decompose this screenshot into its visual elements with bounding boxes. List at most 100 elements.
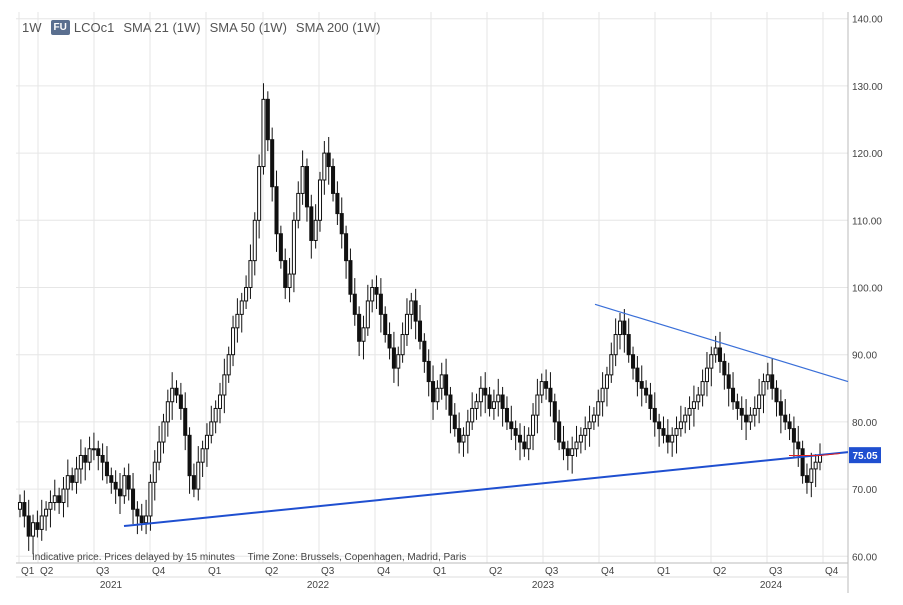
candle-body[interactable] xyxy=(417,320,423,342)
candle-body[interactable] xyxy=(113,481,118,490)
candle-body[interactable] xyxy=(587,421,592,430)
candle-body[interactable] xyxy=(626,334,631,356)
candle-body[interactable] xyxy=(396,354,401,369)
candle-body[interactable] xyxy=(17,502,23,510)
candle-body[interactable] xyxy=(678,421,683,430)
candle-body[interactable] xyxy=(561,441,566,450)
candle-body[interactable] xyxy=(461,434,466,443)
candle-body[interactable] xyxy=(191,475,196,490)
candle-body[interactable] xyxy=(339,213,344,235)
candle-body[interactable] xyxy=(609,354,614,376)
candle-body[interactable] xyxy=(674,428,679,436)
candle-body[interactable] xyxy=(196,461,201,490)
candle-body[interactable] xyxy=(700,381,705,396)
candle-body[interactable] xyxy=(378,293,383,315)
candle-body[interactable] xyxy=(374,287,379,295)
candle-body[interactable] xyxy=(70,475,75,483)
candle-body[interactable] xyxy=(526,434,531,450)
candle-body[interactable] xyxy=(352,293,357,315)
candle-body[interactable] xyxy=(274,186,279,235)
candle-body[interactable] xyxy=(774,387,779,403)
candle-body[interactable] xyxy=(252,219,257,262)
candle-body[interactable] xyxy=(331,166,336,194)
symbol-group[interactable]: FU LCOc1 xyxy=(50,20,114,35)
candle-body[interactable] xyxy=(544,381,549,389)
candle-body[interactable] xyxy=(78,454,83,470)
candle-body[interactable] xyxy=(165,401,170,423)
candle-body[interactable] xyxy=(109,475,114,483)
candle-body[interactable] xyxy=(565,448,570,456)
candle-body[interactable] xyxy=(783,414,788,423)
candle-body[interactable] xyxy=(557,421,562,443)
candle-body[interactable] xyxy=(370,287,375,302)
candle-body[interactable] xyxy=(235,313,240,329)
candle-body[interactable] xyxy=(439,374,444,389)
candle-body[interactable] xyxy=(126,475,131,490)
candle-body[interactable] xyxy=(470,407,475,423)
candle-body[interactable] xyxy=(231,327,236,356)
candle-body[interactable] xyxy=(344,233,349,262)
candle-body[interactable] xyxy=(426,360,431,383)
candle-body[interactable] xyxy=(448,394,453,416)
candle-body[interactable] xyxy=(639,381,644,389)
candle-body[interactable] xyxy=(731,387,736,403)
candle-body[interactable] xyxy=(361,327,366,342)
candle-body[interactable] xyxy=(409,300,414,315)
candle-body[interactable] xyxy=(387,334,392,349)
candle-body[interactable] xyxy=(91,448,96,451)
candle-body[interactable] xyxy=(770,374,775,389)
candle-body[interactable] xyxy=(161,421,166,443)
candle-body[interactable] xyxy=(778,401,783,416)
candle-body[interactable] xyxy=(683,414,688,423)
candle-body[interactable] xyxy=(496,394,501,403)
candle-body[interactable] xyxy=(804,475,809,483)
study-sma-200[interactable]: SMA 200 (1W) xyxy=(295,20,381,35)
candle-body[interactable] xyxy=(152,461,157,483)
candle-body[interactable] xyxy=(148,481,153,517)
candle-body[interactable] xyxy=(131,488,136,510)
candle-body[interactable] xyxy=(44,508,49,517)
candle-body[interactable] xyxy=(452,414,457,430)
candle-body[interactable] xyxy=(170,387,175,403)
candle-body[interactable] xyxy=(504,407,509,423)
candle-body[interactable] xyxy=(513,428,518,436)
candle-body[interactable] xyxy=(657,421,662,430)
candle-body[interactable] xyxy=(139,515,144,524)
candle-body[interactable] xyxy=(335,192,340,215)
interval-label[interactable]: 1W xyxy=(22,20,42,35)
candle-body[interactable] xyxy=(522,441,527,450)
candle-body[interactable] xyxy=(739,407,744,416)
candle-body[interactable] xyxy=(796,441,801,450)
candle-body[interactable] xyxy=(709,354,714,369)
candle-body[interactable] xyxy=(157,441,162,463)
candle-body[interactable] xyxy=(183,407,188,436)
candle-body[interactable] xyxy=(722,360,727,376)
candle-body[interactable] xyxy=(487,394,492,409)
candle-body[interactable] xyxy=(661,428,666,436)
candle-body[interactable] xyxy=(31,522,36,537)
candle-body[interactable] xyxy=(174,387,179,396)
candle-body[interactable] xyxy=(552,401,557,423)
candle-body[interactable] xyxy=(244,287,249,302)
candle-body[interactable] xyxy=(104,461,109,477)
lower-trendline[interactable] xyxy=(123,451,849,528)
candle-body[interactable] xyxy=(296,192,301,221)
candle-body[interactable] xyxy=(744,414,749,423)
candle-body[interactable] xyxy=(617,320,623,336)
candle-body[interactable] xyxy=(257,166,262,221)
candle-body[interactable] xyxy=(383,313,388,336)
candle-body[interactable] xyxy=(239,300,244,315)
candle-body[interactable] xyxy=(691,401,696,409)
candle-body[interactable] xyxy=(752,407,757,416)
candle-body[interactable] xyxy=(791,428,796,443)
candle-body[interactable] xyxy=(117,488,123,497)
candle-body[interactable] xyxy=(65,475,70,490)
candle-body[interactable] xyxy=(35,522,40,530)
candle-body[interactable] xyxy=(87,448,92,463)
candle-body[interactable] xyxy=(39,515,44,530)
candle-body[interactable] xyxy=(644,387,649,396)
candle-body[interactable] xyxy=(809,468,814,483)
candle-body[interactable] xyxy=(478,387,483,403)
candle-body[interactable] xyxy=(122,475,127,497)
candle-body[interactable] xyxy=(457,428,462,443)
